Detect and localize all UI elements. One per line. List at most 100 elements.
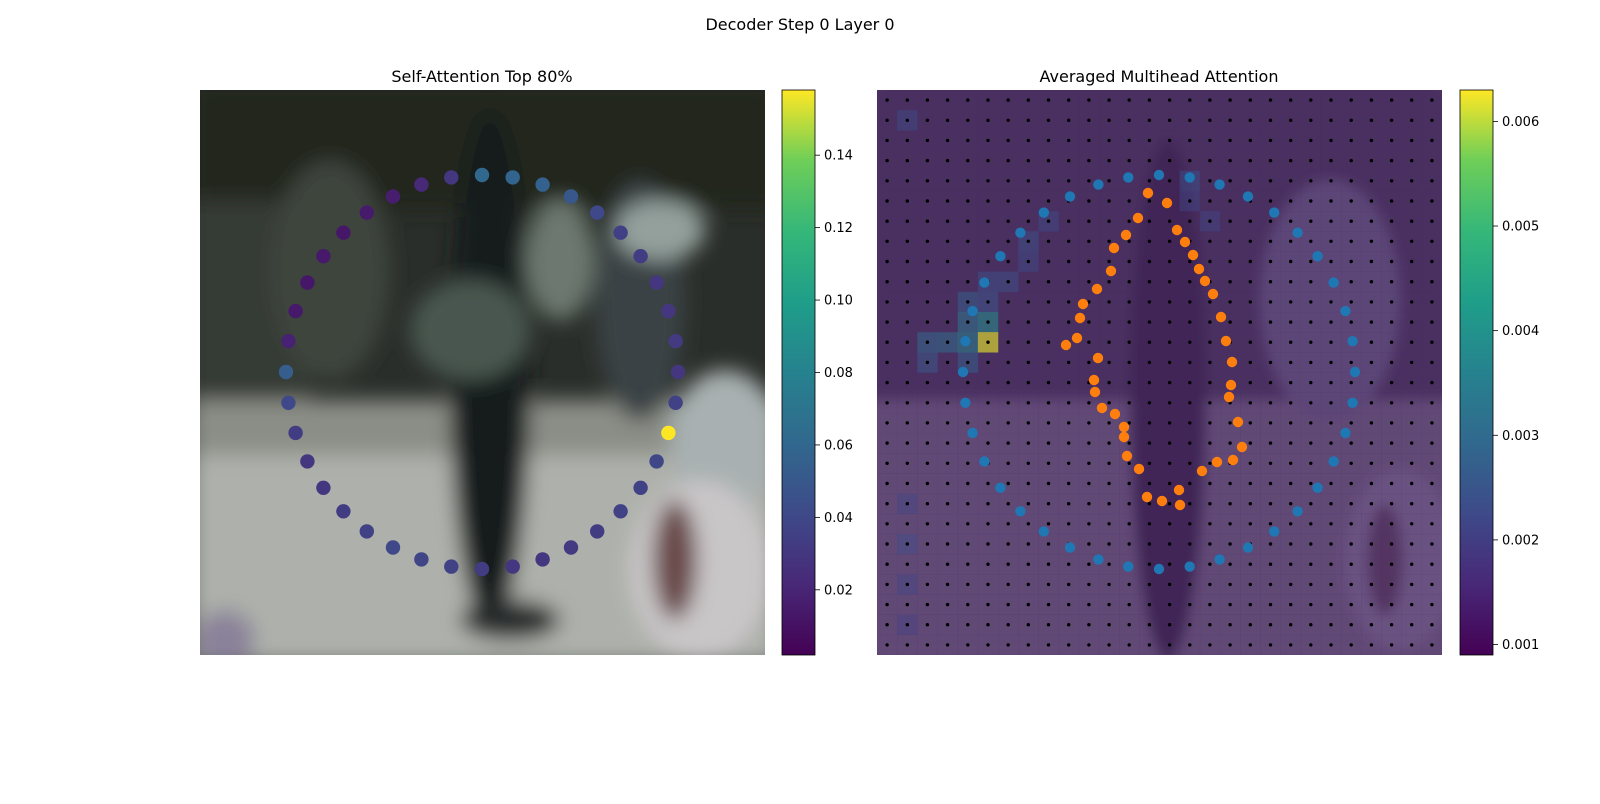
reference-grid-dot (1087, 300, 1091, 304)
self-attention-points (278, 167, 686, 577)
reference-grid-dot (1067, 401, 1071, 405)
reference-grid-dot (1389, 118, 1394, 123)
reference-grid-dot (1289, 602, 1293, 607)
reference-grid-dot (1087, 219, 1091, 223)
reference-grid-dot (1167, 643, 1172, 647)
reference-grid-dot (1329, 421, 1333, 425)
reference-grid-dot (1208, 138, 1212, 143)
reference-grid-dot (1289, 179, 1293, 183)
reference-grid-dot (1006, 138, 1010, 143)
reference-grid-dot (1349, 502, 1353, 506)
reference-grid-dot (1188, 259, 1192, 264)
reference-grid-dot (945, 118, 950, 123)
orange-point (1173, 484, 1185, 496)
reference-grid-dot (945, 522, 950, 526)
reference-grid-dot (925, 380, 930, 385)
orange-point (1199, 275, 1211, 287)
reference-grid-dot (1147, 320, 1152, 324)
reference-grid-dot (1309, 360, 1313, 365)
reference-grid-dot (1026, 643, 1031, 647)
reference-grid-dot (1006, 199, 1010, 203)
reference-grid-dot (1410, 461, 1414, 465)
reference-grid-dot (1127, 380, 1131, 385)
reference-grid-dot (966, 179, 970, 183)
reference-grid-dot (1087, 280, 1091, 284)
reference-grid-dot (1430, 602, 1434, 607)
reference-grid-dot (1067, 320, 1071, 324)
blue-point (1347, 336, 1358, 347)
self-attention-point (385, 189, 401, 204)
reference-grid-dot (1329, 522, 1333, 526)
reference-grid-dot (1329, 179, 1333, 183)
reference-grid-dot (925, 643, 930, 647)
reference-grid-dot (986, 118, 990, 123)
reference-grid-dot (1026, 602, 1031, 607)
reference-grid-dot (1430, 421, 1434, 425)
reference-grid-dot (1268, 340, 1273, 344)
reference-grid-dot (1369, 623, 1374, 627)
reference-grid-dot (1369, 158, 1374, 163)
reference-grid-dot (1430, 360, 1434, 365)
reference-grid-dot (1309, 582, 1313, 587)
reference-grid-dot (986, 380, 990, 385)
reference-grid-dot (1026, 360, 1031, 365)
reference-grid-dot (1389, 199, 1394, 203)
reference-grid-dot (1046, 502, 1051, 506)
reference-grid-dot (1046, 219, 1051, 223)
reference-grid-dot (986, 441, 990, 445)
reference-grid-dot (1026, 300, 1031, 304)
reference-grid-dot (945, 199, 950, 203)
reference-grid-dot (1349, 441, 1353, 445)
reference-grid-dot (1087, 643, 1091, 647)
reference-grid-dot (1087, 441, 1091, 445)
self-attention-point (505, 170, 520, 185)
reference-grid-dot (925, 441, 930, 445)
reference-grid-dot (945, 259, 950, 264)
reference-grid-dot (1067, 138, 1071, 143)
reference-grid-dot (1107, 239, 1111, 243)
reference-grid-dot (1289, 98, 1293, 102)
reference-grid-dot (1107, 401, 1111, 405)
reference-grid-dot (1268, 481, 1273, 486)
reference-grid-dot (1046, 199, 1051, 203)
reference-grid-dot (1147, 481, 1152, 486)
reference-grid-dot (1248, 643, 1253, 647)
reference-grid-dot (1410, 643, 1414, 647)
reference-grid-dot (1430, 582, 1434, 587)
reference-grid-dot (1188, 138, 1192, 143)
reference-grid-dot (1006, 461, 1010, 465)
reference-grid-dot (1228, 623, 1232, 627)
reference-grid-dot (1167, 421, 1172, 425)
self-attention-point (668, 395, 683, 410)
reference-grid-dot (1228, 602, 1232, 607)
reference-grid-dot (905, 199, 909, 203)
self-attention-point (385, 540, 401, 555)
reference-grid-dot (905, 421, 909, 425)
orange-point (1220, 335, 1232, 347)
reference-grid-dot (1289, 542, 1293, 546)
reference-grid-dot (1228, 259, 1232, 264)
reference-grid-dot (1309, 138, 1313, 143)
reference-grid-dot (1006, 643, 1010, 647)
reference-grid-dot (1067, 522, 1071, 526)
reference-grid-dot (1329, 481, 1333, 486)
reference-grid-dot (1329, 582, 1333, 587)
reference-grid-dot (1268, 502, 1273, 506)
reference-grid-dot (1248, 582, 1253, 587)
self-attention-point (613, 225, 628, 240)
reference-grid-dot (1228, 522, 1232, 526)
reference-grid-dot (1349, 199, 1353, 203)
blue-point (960, 336, 971, 347)
reference-grid-dot (1309, 118, 1313, 123)
reference-grid-dot (1309, 421, 1313, 425)
reference-grid-dot (1026, 340, 1031, 344)
reference-grid-dot (1026, 542, 1031, 546)
reference-grid-dot (1026, 441, 1031, 445)
reference-grid-dot (1107, 502, 1111, 506)
reference-grid-dot (1147, 199, 1152, 203)
multihead-attention-colorbar-ticks: 0.001 0.002 0.003 0.004 0.005 0.006 (1493, 115, 1539, 653)
reference-grid-dot (1289, 441, 1293, 445)
reference-grid-dot (1067, 300, 1071, 304)
reference-grid-dot (1006, 239, 1010, 243)
